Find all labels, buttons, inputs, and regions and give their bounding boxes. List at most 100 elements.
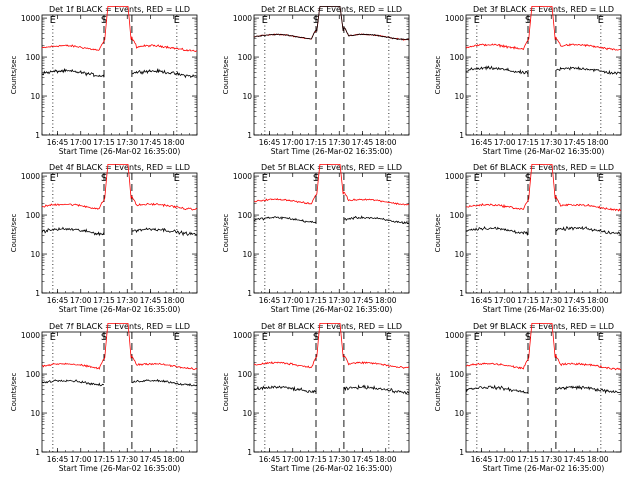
plot-frame [41, 331, 198, 453]
x-tick-label: 17:00 [282, 138, 304, 147]
y-tick-label: 10 [242, 250, 252, 259]
x-tick-label: 17:15 [93, 455, 115, 464]
x-tick-label: 17:15 [517, 138, 539, 147]
y-tick-label: 1 [35, 131, 40, 140]
x-tick-label: 17:00 [494, 455, 516, 464]
lld-series-line [253, 322, 410, 369]
y-tick-label: 10 [454, 92, 464, 101]
panel-det-5: Det 5f BLACK = Events, RED = LLD 1 10 100 10… [222, 163, 410, 314]
x-tick-label: 17:30 [540, 138, 562, 147]
event-marker-e: E [174, 15, 180, 26]
x-tick-label: 17:15 [305, 296, 327, 305]
x-tick-label: 17:00 [282, 455, 304, 464]
event-marker-e: E [474, 173, 480, 184]
y-tick-label: 10 [30, 92, 40, 101]
panel-title: Det 6f BLACK = Events, RED = LLD [473, 163, 614, 172]
event-marker-s: S [101, 173, 107, 184]
lld-series-line [41, 6, 198, 52]
panel-title: Det 1f BLACK = Events, RED = LLD [49, 5, 190, 14]
x-tick-label: 17:15 [517, 296, 539, 305]
event-marker-e: E [598, 15, 604, 26]
panel-det-9: Det 9f BLACK = Events, RED = LLD 1 10 100 10… [434, 322, 622, 473]
x-tick-label: 16:45 [47, 455, 69, 464]
event-marker-s: S [313, 173, 319, 184]
x-tick-label: 17:45 [352, 455, 374, 464]
x-tick-label: 17:30 [328, 296, 350, 305]
x-tick-label: 17:45 [564, 138, 586, 147]
events-series-line [131, 378, 198, 387]
x-tick-label: 17:45 [140, 296, 162, 305]
y-tick-label: 10 [242, 92, 252, 101]
x-tick-label: 18:00 [163, 455, 185, 464]
y-tick-label: 1000 [21, 331, 40, 340]
events-series-line [253, 385, 317, 394]
panel-title: Det 8f BLACK = Events, RED = LLD [261, 322, 402, 331]
y-tick-label: 100 [26, 370, 41, 379]
x-tick-label: 17:15 [305, 138, 327, 147]
y-tick-label: 1000 [445, 172, 464, 181]
x-axis-label: Start Time (26-Mar-02 16:35:00) [271, 147, 393, 156]
event-marker-s: S [313, 15, 319, 26]
events-series-line [343, 215, 410, 225]
plot-frame [253, 14, 410, 136]
events-series-line [555, 66, 622, 75]
x-tick-label: 18:00 [587, 455, 609, 464]
events-series-line [465, 65, 529, 75]
event-marker-e: E [262, 173, 268, 184]
x-tick-label: 16:45 [47, 138, 69, 147]
y-tick-label: 1000 [21, 172, 40, 181]
y-tick-label: 1 [247, 131, 252, 140]
event-marker-e: E [474, 332, 480, 343]
x-tick-label: 17:15 [93, 138, 115, 147]
y-tick-label: 1000 [21, 14, 40, 23]
x-tick-label: 18:00 [375, 296, 397, 305]
y-tick-label: 10 [454, 409, 464, 418]
x-axis-label: Start Time (26-Mar-02 16:35:00) [271, 305, 393, 314]
events-series-line [253, 216, 317, 224]
y-axis-label: Counts/sec [222, 56, 230, 95]
y-tick-label: 1000 [233, 331, 252, 340]
event-marker-e: E [474, 15, 480, 26]
x-tick-label: 16:45 [471, 455, 493, 464]
y-tick-label: 100 [26, 211, 41, 220]
x-tick-label: 17:45 [564, 296, 586, 305]
lld-series-line [253, 163, 410, 206]
lld-series-line [41, 163, 198, 211]
events-series-line [465, 384, 529, 394]
x-tick-label: 17:45 [352, 296, 374, 305]
x-tick-label: 17:45 [564, 455, 586, 464]
lld-series-line [41, 322, 198, 371]
x-axis-label: Start Time (26-Mar-02 16:35:00) [483, 147, 605, 156]
event-marker-s: S [101, 15, 107, 26]
y-tick-label: 100 [238, 53, 253, 62]
y-tick-label: 1000 [445, 331, 464, 340]
y-axis-label: Counts/sec [434, 373, 442, 412]
y-tick-label: 1 [35, 289, 40, 298]
x-tick-label: 17:15 [517, 455, 539, 464]
x-axis-label: Start Time (26-Mar-02 16:35:00) [483, 464, 605, 473]
plot-frame [253, 331, 410, 453]
x-tick-label: 17:15 [93, 296, 115, 305]
event-marker-s: S [525, 332, 531, 343]
events-series-line [465, 225, 529, 237]
x-tick-label: 17:30 [116, 296, 138, 305]
plot-frame [465, 14, 622, 136]
x-tick-label: 18:00 [587, 296, 609, 305]
x-tick-label: 17:00 [70, 138, 92, 147]
y-tick-label: 1 [459, 131, 464, 140]
x-tick-label: 16:45 [259, 296, 281, 305]
x-tick-label: 18:00 [587, 138, 609, 147]
event-marker-e: E [598, 332, 604, 343]
x-tick-label: 17:30 [328, 455, 350, 464]
y-tick-label: 10 [242, 409, 252, 418]
x-tick-label: 16:45 [471, 296, 493, 305]
x-tick-label: 18:00 [163, 296, 185, 305]
plot-frame [41, 172, 198, 294]
y-tick-label: 1000 [233, 172, 252, 181]
y-tick-label: 10 [454, 250, 464, 259]
y-axis-label: Counts/sec [434, 214, 442, 253]
x-tick-label: 17:30 [328, 138, 350, 147]
y-tick-label: 1000 [445, 14, 464, 23]
